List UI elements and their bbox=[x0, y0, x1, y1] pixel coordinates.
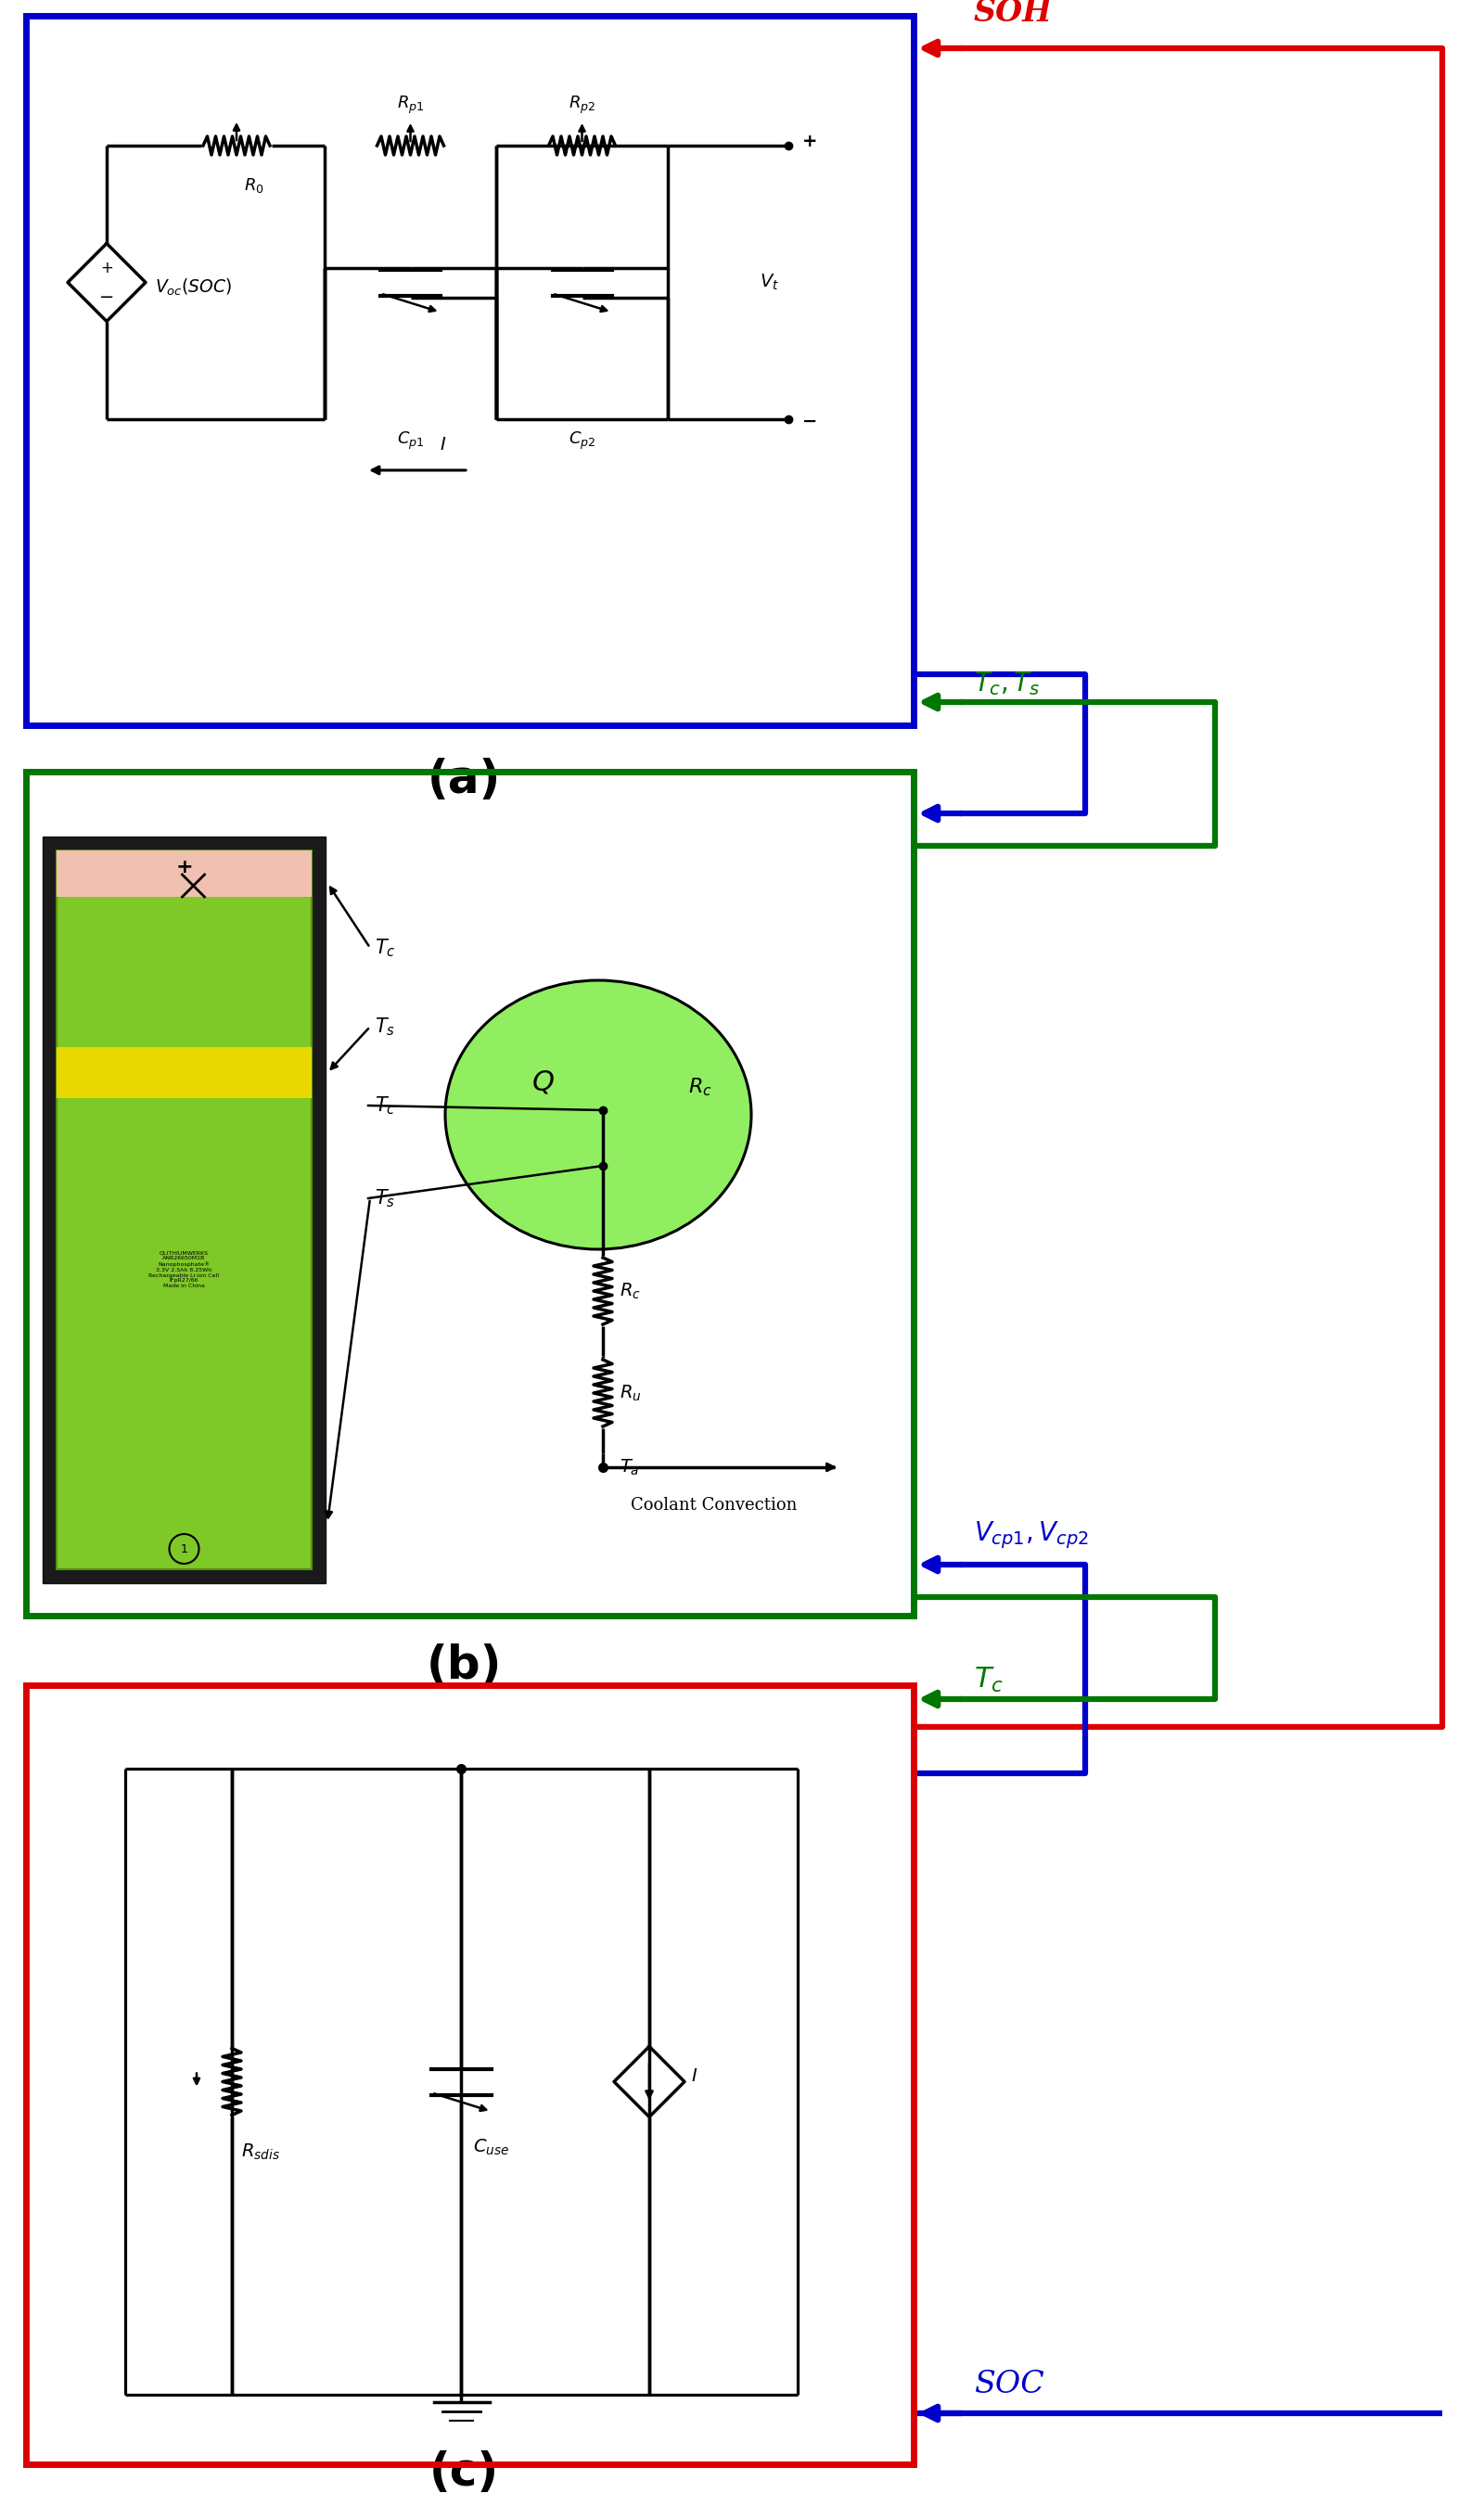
Text: $I$: $I$ bbox=[439, 436, 447, 454]
Text: $V_{oc}(SOC)$: $V_{oc}(SOC)$ bbox=[154, 276, 232, 298]
Text: $T_s$: $T_s$ bbox=[374, 1188, 395, 1210]
Ellipse shape bbox=[445, 980, 751, 1250]
Text: +: + bbox=[101, 258, 113, 276]
Text: Coolant Convection: Coolant Convection bbox=[631, 1496, 797, 1514]
Text: $R_{sdis}$: $R_{sdis}$ bbox=[240, 2143, 280, 2163]
Text: $T_c$: $T_c$ bbox=[374, 937, 396, 960]
Text: SOC: SOC bbox=[974, 2371, 1045, 2398]
Bar bbox=[27, 1684, 914, 2463]
Text: $T_a$: $T_a$ bbox=[620, 1458, 640, 1476]
Text: 1: 1 bbox=[181, 1544, 188, 1554]
Text: (b): (b) bbox=[426, 1644, 502, 1689]
Text: $R_c$: $R_c$ bbox=[620, 1281, 641, 1301]
Bar bbox=[43, 837, 325, 1584]
Text: QLITHIUMWERKS
ANR26650M1B
Nanophosphate®
3.3V 2.5Ah 8.25Wh
Rechargeable Li-ion C: QLITHIUMWERKS ANR26650M1B Nanophosphate®… bbox=[148, 1250, 220, 1288]
Text: $R_0$: $R_0$ bbox=[243, 175, 264, 195]
Text: (c): (c) bbox=[429, 2451, 499, 2496]
Text: $T_s$: $T_s$ bbox=[374, 1015, 395, 1037]
Text: +: + bbox=[803, 133, 818, 150]
Bar bbox=[56, 850, 312, 1569]
Text: $R_{p2}$: $R_{p2}$ bbox=[568, 95, 595, 115]
Text: $T_c$: $T_c$ bbox=[374, 1095, 396, 1118]
Text: $C_{p2}$: $C_{p2}$ bbox=[568, 431, 595, 451]
Text: $R_u$: $R_u$ bbox=[620, 1383, 641, 1403]
Text: −: − bbox=[803, 413, 818, 431]
Bar bbox=[27, 772, 914, 1616]
Bar bbox=[56, 1048, 312, 1098]
Text: $R_{p1}$: $R_{p1}$ bbox=[396, 95, 424, 115]
Bar bbox=[56, 850, 312, 897]
Text: (a): (a) bbox=[427, 757, 500, 802]
Text: $I$: $I$ bbox=[692, 2067, 697, 2085]
Text: +: + bbox=[175, 857, 193, 877]
Bar bbox=[27, 15, 914, 724]
Text: SOH: SOH bbox=[974, 0, 1052, 28]
Text: $C_{p1}$: $C_{p1}$ bbox=[396, 431, 424, 451]
Text: $C_{use}$: $C_{use}$ bbox=[472, 2138, 509, 2158]
Text: −: − bbox=[99, 288, 114, 306]
Text: $T_c$: $T_c$ bbox=[974, 1666, 1003, 1694]
Text: $V_{cp1},V_{cp2}$: $V_{cp1},V_{cp2}$ bbox=[974, 1519, 1089, 1551]
Text: $V_t$: $V_t$ bbox=[760, 273, 779, 293]
Text: $T_c,T_s$: $T_c,T_s$ bbox=[974, 669, 1040, 697]
Text: $R_c$: $R_c$ bbox=[689, 1075, 712, 1098]
Text: $Q$: $Q$ bbox=[531, 1068, 554, 1098]
